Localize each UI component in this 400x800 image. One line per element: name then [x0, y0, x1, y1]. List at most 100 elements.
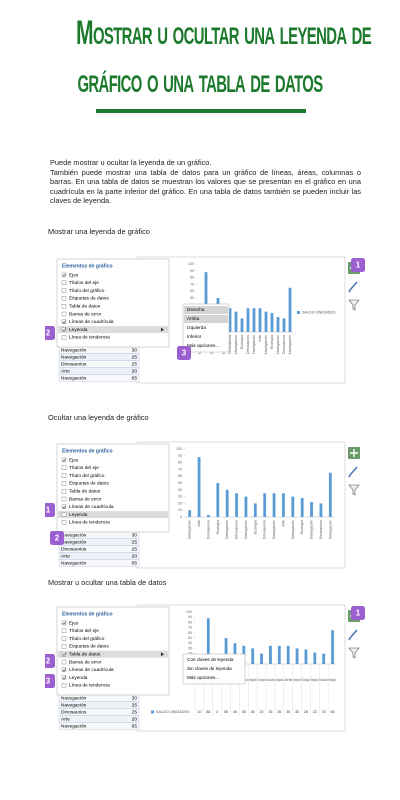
x-tick-label: Ecología — [240, 335, 244, 349]
y-tick-label: 40 — [178, 488, 182, 492]
panel-item: Etiquetas de datos — [69, 296, 109, 302]
icon-filter — [348, 299, 360, 311]
check — [62, 320, 67, 324]
bar — [276, 317, 280, 332]
sheet-row — [58, 374, 140, 382]
x-tick-label: Dinosaurios — [206, 520, 210, 539]
y-tick-label: 20 — [178, 501, 182, 505]
y-tick-label: 100 — [176, 447, 182, 451]
y-tick-label: 60 — [188, 631, 192, 635]
checkbox — [61, 512, 67, 517]
sheet-cell: 65 — [132, 375, 138, 381]
checkbox — [61, 304, 67, 309]
y-tick-label: 40 — [188, 641, 192, 645]
table-category: Navegación — [329, 678, 337, 682]
checkbox — [61, 652, 67, 657]
bar — [206, 618, 210, 664]
sheet-cell: Dinosaurios — [61, 546, 87, 552]
bar — [291, 496, 295, 517]
intro-line: Puede mostrar u ocultar la leyenda de un… — [50, 158, 212, 167]
checkbox — [61, 272, 67, 278]
badge — [50, 531, 64, 545]
bar — [286, 645, 290, 664]
bar — [331, 630, 334, 664]
bar — [235, 493, 238, 517]
panel — [56, 443, 170, 533]
x-tick-label: Dinosaurios — [235, 520, 239, 539]
bar — [224, 638, 228, 664]
sheet-cell: Navegación — [61, 354, 87, 360]
y-tick-label: 70 — [178, 467, 182, 471]
submenu-item: Derecha — [187, 307, 205, 312]
badge-number: 2 — [46, 657, 51, 666]
x-tick-label: Dinosaurios — [319, 520, 323, 539]
submenu-item: Más opciones... — [187, 675, 219, 680]
y-tick-label: 80 — [188, 620, 192, 624]
title-line: Mostrar u ocultar una leyenda de — [76, 14, 372, 52]
checkbox — [61, 628, 67, 633]
x-tick-label: Ecología — [216, 520, 220, 534]
checkbox — [61, 319, 67, 324]
y-tick-label: 100 — [188, 262, 194, 266]
panel-item: Etiquetas de datos — [69, 481, 109, 487]
x-tick-label: Navegación — [328, 520, 332, 539]
x-tick-label: Arte — [258, 335, 262, 342]
submenu-item: Izquierda — [187, 325, 206, 330]
icon-filter — [348, 484, 360, 496]
sheet-cell: 30 — [132, 695, 138, 701]
sheet-row — [58, 722, 140, 730]
icon-brush — [348, 281, 358, 293]
checkbox — [61, 644, 67, 649]
checkbox — [61, 520, 67, 525]
sheet-cell: 30 — [132, 347, 138, 353]
sheet-cell: Navegación — [61, 723, 87, 729]
bar — [304, 649, 308, 664]
bar — [240, 318, 244, 332]
table-category: Arte — [284, 678, 292, 682]
sheet-cell: 25 — [132, 354, 138, 360]
checkbox — [61, 659, 67, 665]
table-value: 22 — [313, 710, 317, 714]
x-tick-label: Navegación — [276, 335, 280, 354]
sheet-cell: Navegación — [61, 695, 87, 701]
bar — [319, 503, 323, 517]
table-value: 35 — [242, 710, 246, 714]
bar — [328, 472, 332, 517]
checkbox — [61, 457, 67, 463]
submenu-item: Más opciones... — [187, 343, 219, 348]
sheet-cell: 20 — [132, 553, 138, 559]
panel-item: Leyenda — [69, 512, 88, 518]
sheet-cell: 25 — [132, 539, 138, 545]
icon-brush — [348, 629, 358, 641]
arrow — [161, 652, 164, 657]
x-tick-label: Navegación — [234, 335, 238, 354]
legend-swatch — [297, 311, 300, 314]
y-tick-label: 80 — [178, 461, 182, 465]
table-value: 28 — [304, 710, 308, 714]
sheet-cell: 20 — [132, 716, 138, 722]
y-tick-label: 70 — [188, 626, 192, 630]
panel-item: Leyenda — [69, 675, 88, 681]
sheet-row — [58, 715, 140, 723]
sheet-cell: 30 — [132, 532, 138, 538]
bar — [310, 502, 313, 517]
checkbox — [61, 288, 67, 293]
intro-paragraph: También puede mostrar una tabla de datos… — [50, 167, 361, 206]
x-tick-label: Navegación — [288, 335, 292, 354]
caption: Mostrar u ocultar una tabla de datos — [48, 578, 167, 587]
x-tick-label: Navegación — [272, 520, 276, 539]
checkbox — [61, 296, 67, 301]
badge-number: 3 — [46, 677, 51, 686]
badge-number: 2 — [55, 534, 60, 543]
x-tick-label: Ecología — [253, 520, 257, 534]
checkbox — [61, 504, 67, 509]
bar — [300, 497, 304, 517]
table-value: 40 — [233, 710, 237, 714]
table-value: 30 — [295, 710, 299, 714]
check — [62, 505, 67, 509]
badge-number: 3 — [182, 349, 187, 358]
check — [62, 621, 67, 625]
table-category: Dinosaurios — [320, 678, 328, 682]
sheet-cell: Navegación — [61, 347, 87, 353]
